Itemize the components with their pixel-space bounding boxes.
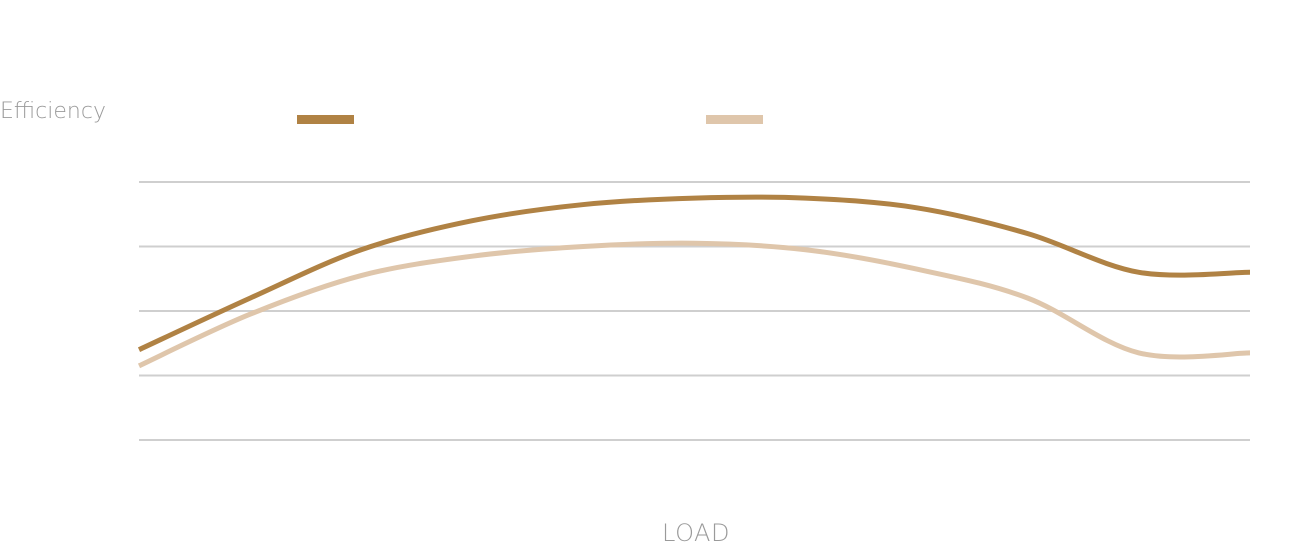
legend-swatch-1 xyxy=(297,115,354,124)
y-axis-label: Efficiency xyxy=(0,99,106,124)
x-axis-label: LOAD xyxy=(662,519,730,543)
legend-swatch-2 xyxy=(706,115,763,124)
grid-lines xyxy=(139,181,1250,441)
legend xyxy=(297,115,763,124)
series-lines xyxy=(137,194,1251,369)
series-line-2 xyxy=(137,240,1251,369)
series-line-1 xyxy=(137,194,1251,352)
